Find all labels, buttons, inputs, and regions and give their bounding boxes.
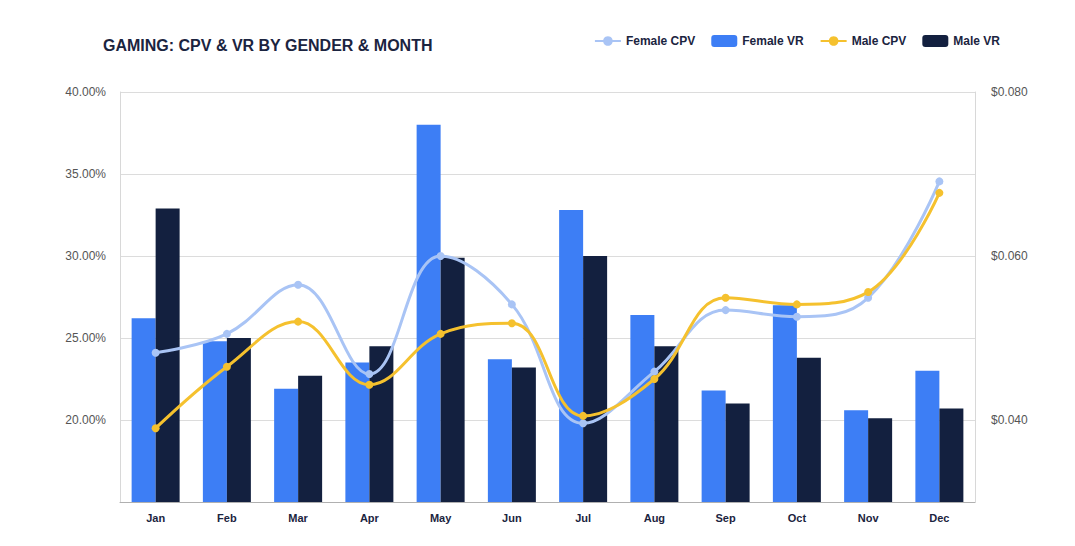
svg-text:30.00%: 30.00% bbox=[65, 249, 106, 263]
svg-text:Female CPV: Female CPV bbox=[626, 34, 695, 48]
svg-text:Feb: Feb bbox=[217, 512, 237, 524]
svg-text:Sep: Sep bbox=[716, 512, 736, 524]
svg-text:May: May bbox=[430, 512, 452, 524]
svg-text:Apr: Apr bbox=[360, 512, 380, 524]
svg-text:$0.040: $0.040 bbox=[991, 413, 1028, 427]
svg-text:$0.060: $0.060 bbox=[991, 249, 1028, 263]
svg-text:$0.080: $0.080 bbox=[991, 85, 1028, 99]
svg-text:Jan: Jan bbox=[146, 512, 165, 524]
svg-text:Aug: Aug bbox=[644, 512, 665, 524]
svg-text:Oct: Oct bbox=[788, 512, 807, 524]
svg-text:Male CPV: Male CPV bbox=[852, 34, 907, 48]
svg-text:Mar: Mar bbox=[288, 512, 308, 524]
svg-text:40.00%: 40.00% bbox=[65, 85, 106, 99]
svg-text:35.00%: 35.00% bbox=[65, 167, 106, 181]
svg-text:Female VR: Female VR bbox=[742, 34, 804, 48]
svg-text:GAMING: CPV & VR BY GENDER & M: GAMING: CPV & VR BY GENDER & MONTH bbox=[103, 37, 433, 54]
svg-text:Male VR: Male VR bbox=[953, 34, 1000, 48]
svg-text:20.00%: 20.00% bbox=[65, 413, 106, 427]
svg-text:25.00%: 25.00% bbox=[65, 331, 106, 345]
svg-text:Dec: Dec bbox=[929, 512, 949, 524]
svg-text:Nov: Nov bbox=[858, 512, 880, 524]
svg-text:Jul: Jul bbox=[575, 512, 591, 524]
svg-text:Jun: Jun bbox=[502, 512, 522, 524]
